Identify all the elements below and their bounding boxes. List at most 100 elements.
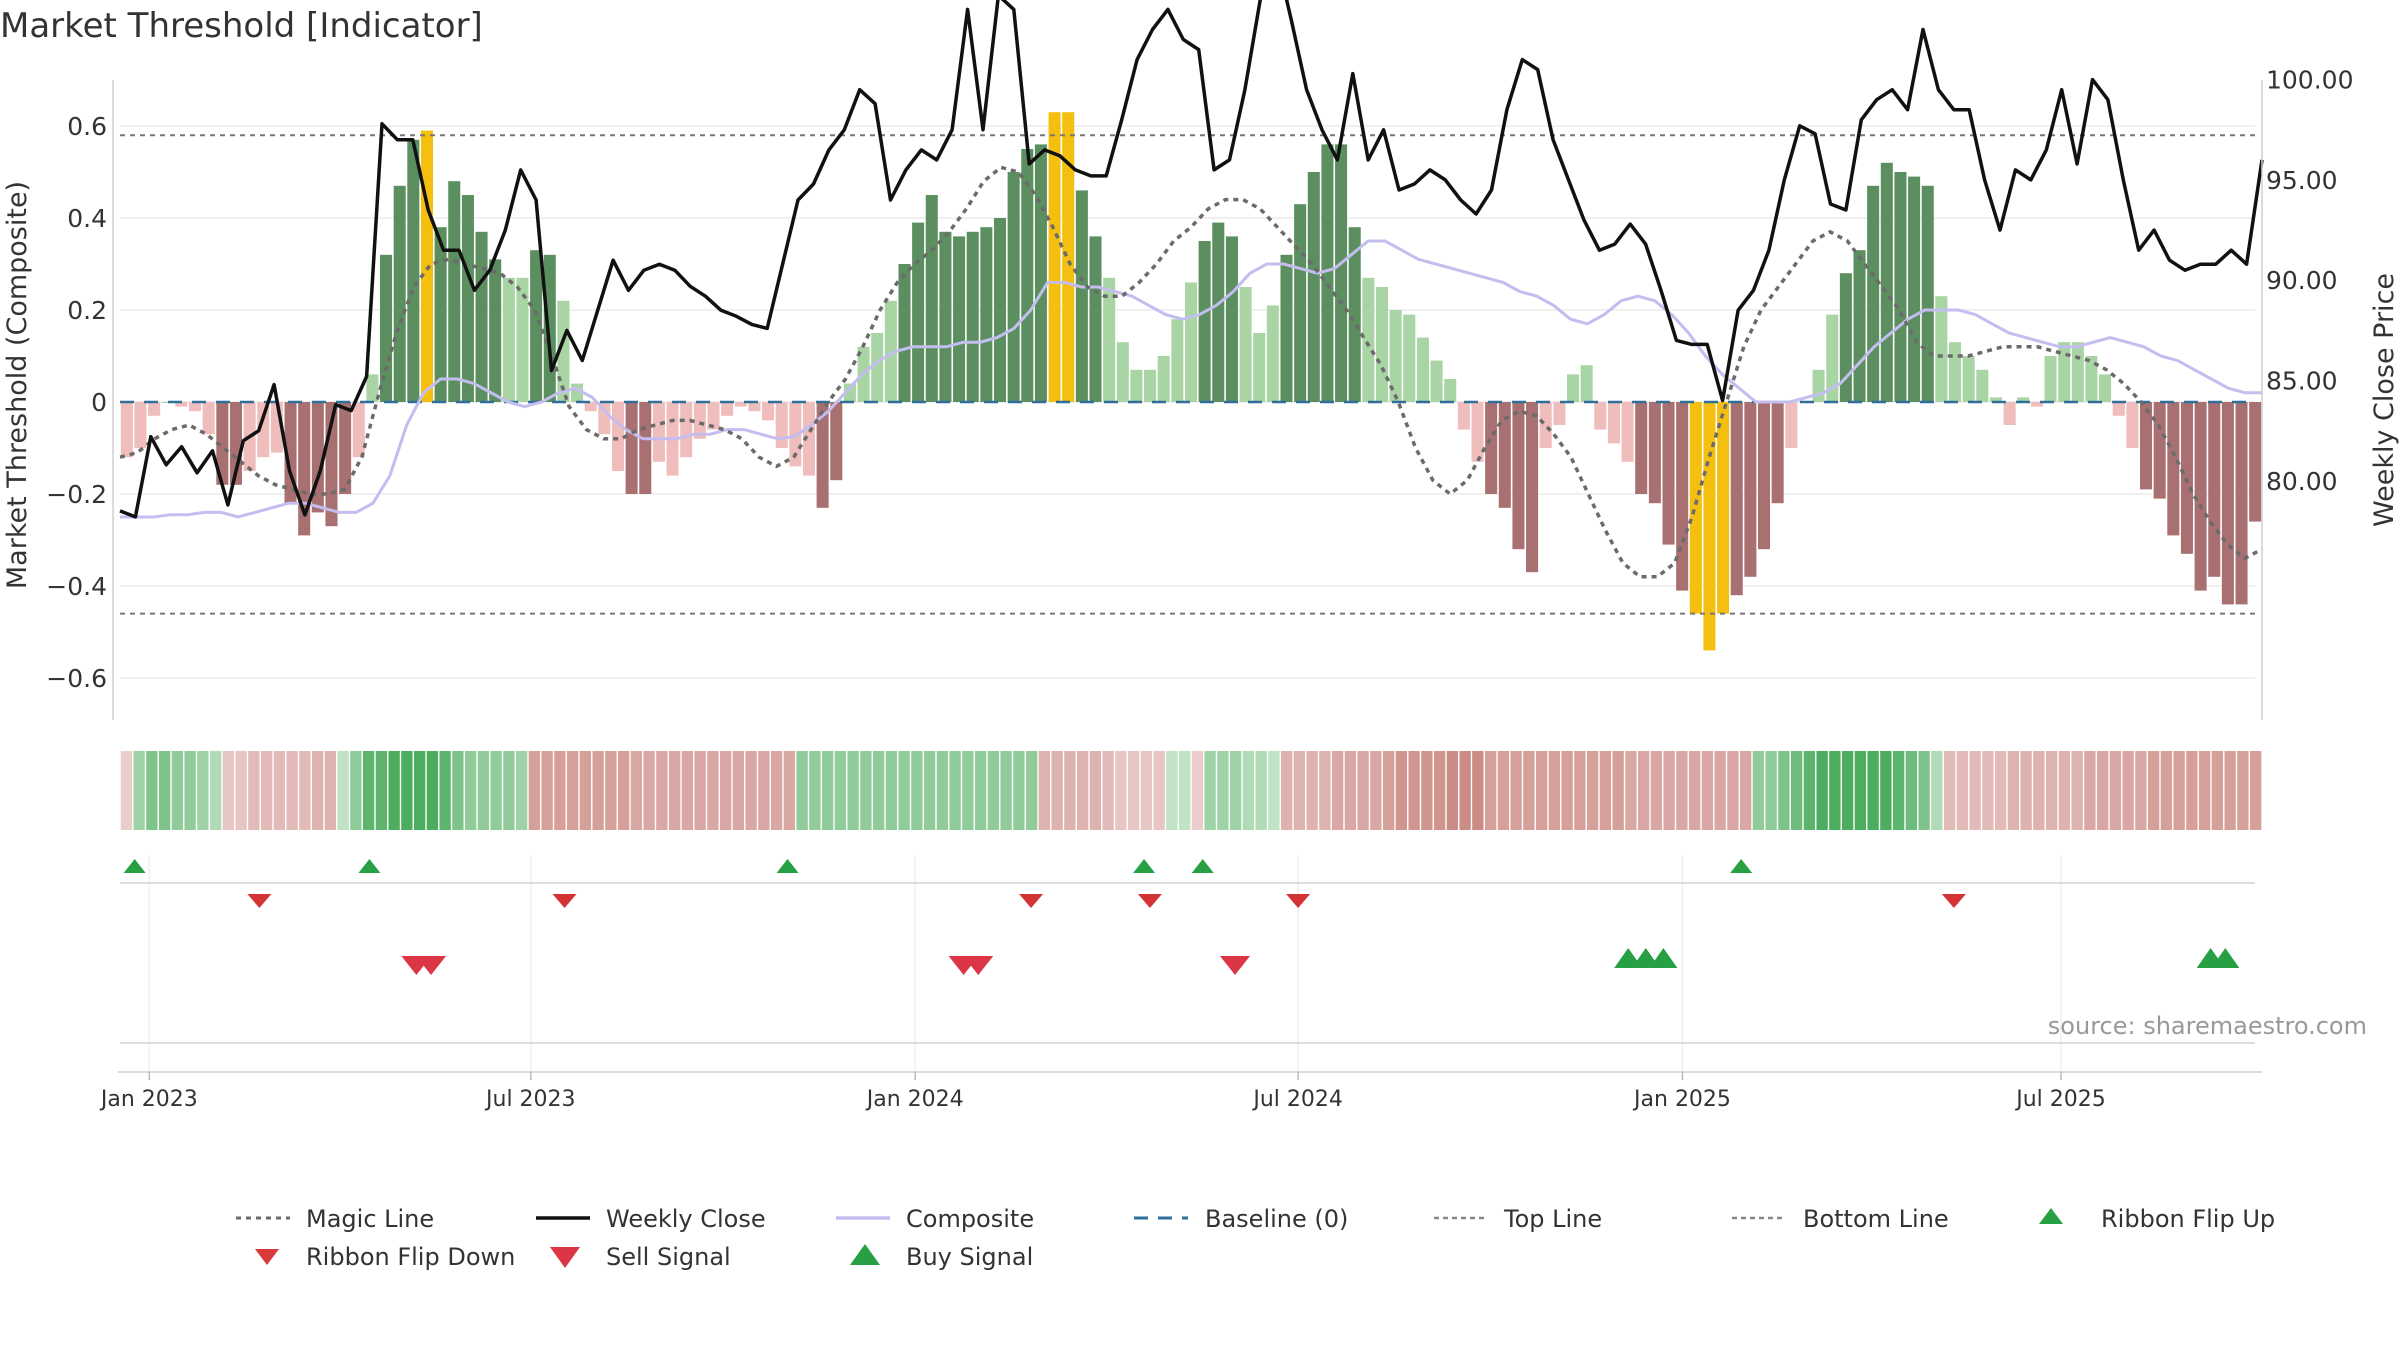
composite-bar <box>366 374 379 402</box>
ribbon-cell <box>401 751 413 830</box>
ribbon-cell <box>2198 751 2211 830</box>
ribbon-cell <box>477 751 490 830</box>
composite-bar <box>2017 397 2030 402</box>
ribbon-cell <box>1739 751 1752 830</box>
ribbon-cell <box>2007 751 2020 830</box>
composite-bar <box>1867 185 1880 402</box>
ribbon-cell <box>2020 751 2032 830</box>
ribbon-cell <box>1000 751 1012 830</box>
composite-bar <box>502 277 515 402</box>
composite-bar <box>475 231 488 402</box>
y-right-tick-label: 100.00 <box>2266 66 2353 95</box>
ribbon-cell <box>2058 751 2071 830</box>
sell-signal-marker <box>416 956 447 975</box>
composite-bar <box>598 402 611 435</box>
ribbon-cell <box>120 751 133 830</box>
axes: 0.60.40.20−0.2−0.4−0.6105.00100.0095.009… <box>46 66 2353 1112</box>
ribbon-cell <box>1510 751 1522 830</box>
ribbon-cell <box>2109 751 2122 830</box>
ribbon-cell <box>490 751 502 830</box>
ribbon-cell <box>1752 751 1765 830</box>
ribbon-flip-down-marker <box>1941 894 1966 908</box>
composite-bar <box>1416 337 1429 402</box>
ribbon-cell <box>566 751 579 830</box>
ribbon-cell <box>2096 751 2109 830</box>
ribbon-cell <box>222 751 235 830</box>
ribbon-cell <box>1293 751 1306 830</box>
composite-bar <box>925 195 938 402</box>
legend-buy-signal: Buy Signal <box>906 1243 1033 1271</box>
composite-bar <box>1375 287 1389 402</box>
composite-bar <box>2126 402 2139 448</box>
composite-bar <box>1212 222 1225 402</box>
y-right-axis-label: Weekly Close Price <box>2369 273 2400 527</box>
legend-composite: Composite <box>906 1205 1034 1233</box>
ribbon-cell <box>860 751 872 830</box>
ribbon-cell <box>146 751 158 830</box>
ribbon-cell <box>1331 751 1344 830</box>
composite-bar <box>202 402 215 435</box>
composite-bar <box>775 402 788 448</box>
composite-bar <box>339 402 352 494</box>
composite-bar <box>1526 402 1539 573</box>
ribbon-cell <box>1370 751 1382 830</box>
x-tick-label: Jan 2025 <box>1632 1087 1731 1112</box>
ribbon-cell <box>719 751 732 830</box>
composite-bar <box>1021 149 1034 402</box>
ribbon-flip-up-marker <box>776 859 799 873</box>
ribbon-cell <box>592 751 604 830</box>
composite-bar <box>120 402 133 458</box>
composite-bar <box>1921 185 1934 402</box>
composite-bar <box>1894 172 1907 402</box>
ribbon-flip-up-marker <box>1730 859 1753 873</box>
composite-bar <box>2194 402 2207 591</box>
ribbon-cell <box>1051 751 1063 830</box>
ribbon-cell <box>872 751 885 830</box>
ribbon-cell <box>452 751 464 830</box>
composite-bar <box>2167 402 2180 536</box>
composite-bar <box>1839 273 1852 402</box>
x-tick-label: Jul 2025 <box>2014 1087 2106 1112</box>
ribbon-cell <box>1140 751 1153 830</box>
ribbon-cell <box>1204 751 1216 830</box>
composite-bar <box>1389 310 1402 402</box>
source-credit: source: sharemaestro.com <box>2048 1012 2367 1040</box>
ribbon-cell <box>1548 751 1561 830</box>
composite-bar <box>611 402 625 471</box>
ribbon-cell <box>732 751 745 830</box>
ribbon-cell <box>694 751 706 830</box>
composite-bar <box>680 402 693 458</box>
ribbon-cell <box>707 751 719 830</box>
composite-bar <box>1621 402 1634 462</box>
legend-buy-signal-swatch <box>850 1244 880 1265</box>
composite-bar <box>448 181 461 402</box>
ribbon-cell <box>1535 751 1548 830</box>
ribbon-cell <box>847 751 859 830</box>
composite-bar <box>584 402 597 412</box>
ribbon-cell <box>1612 751 1624 830</box>
composite-bar <box>1335 144 1348 402</box>
composite-bar <box>816 402 829 508</box>
weekly-close-line <box>119 0 2264 519</box>
ribbon-cell <box>1102 751 1114 830</box>
ribbon-cell <box>1676 751 1688 830</box>
ribbon-cell <box>783 751 796 830</box>
ribbon-cell <box>1421 751 1433 830</box>
composite-bar <box>543 254 556 402</box>
ribbon-cell <box>1701 751 1714 830</box>
composite-bar <box>1580 365 1593 402</box>
composite-bar <box>1444 379 1457 402</box>
composite-bar <box>380 254 393 402</box>
y-right-tick-label: 90.00 <box>2266 266 2338 295</box>
ribbon-cell <box>579 751 592 830</box>
ribbon-cell <box>885 751 898 830</box>
composite-bar <box>2071 342 2084 402</box>
ribbon-cell <box>834 751 847 830</box>
composite-bar <box>912 222 925 402</box>
composite-bar <box>2140 402 2153 490</box>
composite-bar <box>1812 369 1825 402</box>
y-left-tick-label: −0.2 <box>46 480 107 509</box>
ribbon-cell <box>1892 751 1905 830</box>
ribbon-cell <box>248 751 260 830</box>
composite-bar <box>175 402 188 407</box>
